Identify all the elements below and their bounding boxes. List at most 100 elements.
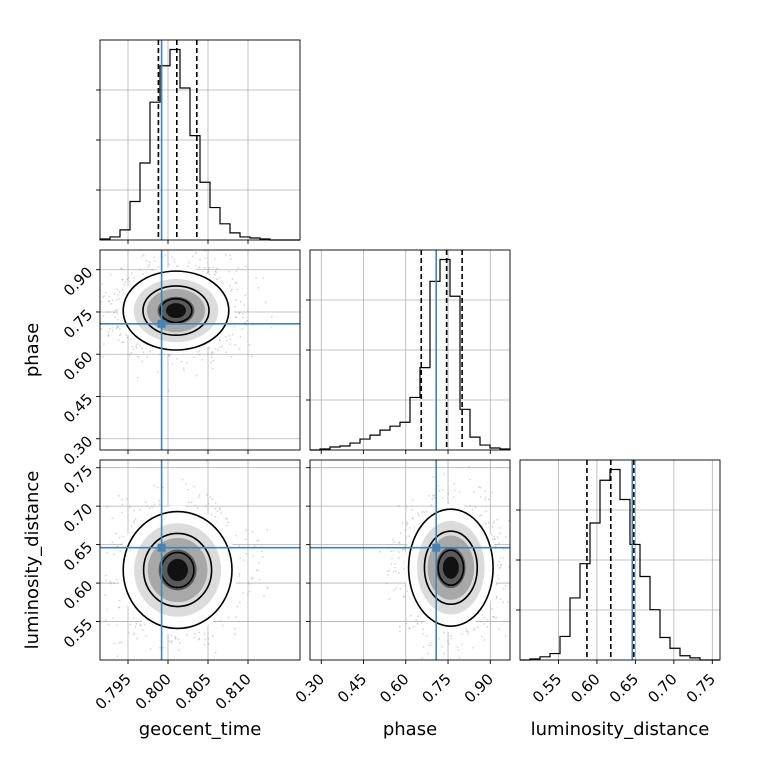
scatter-point (139, 344, 141, 347)
scatter-point (227, 616, 230, 619)
scatter-point (171, 256, 174, 258)
scatter-point (494, 544, 497, 547)
scatter-point (142, 273, 145, 275)
scatter-point (149, 350, 152, 353)
scatter-point (167, 389, 170, 392)
scatter-point (428, 494, 431, 497)
scatter-point (438, 637, 441, 640)
scatter-point (203, 632, 206, 635)
scatter-point (479, 515, 482, 517)
scatter-point (491, 491, 494, 494)
scatter-point (498, 560, 500, 563)
scatter-point (394, 566, 397, 569)
contour-line (122, 270, 230, 351)
scatter-point (177, 638, 180, 641)
scatter-point (262, 556, 264, 558)
scatter-point (201, 358, 204, 361)
scatter-point (248, 590, 251, 593)
scatter-point (502, 601, 505, 604)
scatter-point (114, 309, 117, 312)
scatter-point (196, 351, 199, 353)
scatter-point (121, 511, 123, 514)
scatter-point (117, 606, 120, 609)
scatter-point (243, 304, 246, 306)
scatter-point (214, 515, 217, 518)
scatter-point (146, 356, 148, 358)
scatter-point (198, 638, 200, 641)
scatter-point (173, 261, 176, 264)
scatter-point (235, 270, 238, 272)
scatter-point (102, 296, 104, 299)
scatter-point (386, 570, 389, 573)
scatter-point (244, 294, 247, 297)
y-tick-label: 0.75 (60, 306, 96, 342)
scatter-point (493, 535, 495, 538)
scatter-point (403, 595, 406, 598)
scatter-point (530, 565, 532, 567)
scatter-point (145, 635, 147, 638)
scatter-point (212, 359, 215, 362)
scatter-point (147, 266, 149, 268)
x-tick-label: 0.90 (461, 670, 497, 706)
truth-marker (157, 543, 166, 552)
scatter-point (102, 355, 105, 358)
x-tick-label: 0.30 (292, 670, 328, 706)
scatter-point (109, 582, 112, 585)
scatter-point (228, 335, 231, 337)
scatter-point (473, 627, 476, 630)
scatter-point (461, 633, 464, 635)
scatter-point (180, 360, 183, 363)
scatter-point (472, 646, 474, 649)
scatter-point (219, 512, 222, 514)
scatter-point (126, 336, 129, 339)
scatter-point (398, 551, 400, 553)
scatter-point (253, 545, 256, 547)
scatter-point (194, 264, 197, 267)
scatter-point (123, 283, 126, 286)
scatter-point (171, 640, 173, 643)
scatter-point (117, 293, 120, 296)
scatter-point (132, 522, 135, 524)
scatter-point (116, 624, 118, 627)
scatter-point (186, 634, 189, 636)
scatter-point (261, 550, 263, 553)
scatter-point (229, 338, 232, 340)
scatter-point (97, 323, 99, 325)
scatter-point (198, 631, 201, 634)
histogram-step (520, 468, 720, 661)
scatter-point (251, 576, 254, 579)
x-tick-label: 0.810 (212, 670, 255, 713)
scatter-point (473, 629, 475, 631)
contour-line (142, 532, 213, 608)
scatter-point (238, 601, 241, 604)
scatter-point (411, 509, 413, 511)
scatter-point (438, 489, 441, 492)
scatter-point (404, 584, 407, 587)
scatter-point (394, 570, 397, 572)
scatter-point (390, 562, 393, 565)
scatter-point (116, 655, 119, 658)
scatter-point (215, 271, 218, 274)
scatter-point (236, 605, 239, 608)
contour-line (423, 530, 479, 606)
y-tick-label: 0.70 (60, 500, 96, 536)
scatter-point (248, 582, 250, 585)
scatter-point (239, 557, 242, 560)
scatter-point (513, 563, 515, 565)
scatter-point (263, 595, 265, 598)
scatter-point (121, 268, 123, 270)
scatter-point (258, 578, 261, 581)
scatter-point (465, 630, 468, 633)
scatter-point (408, 627, 411, 630)
scatter-point (111, 327, 113, 329)
contour-line (142, 285, 210, 337)
scatter-point (480, 620, 483, 623)
scatter-point (237, 266, 240, 269)
histogram-phase (306, 249, 511, 451)
density-fill (165, 303, 187, 319)
scatter-point (214, 507, 217, 510)
scatter-point (270, 316, 273, 318)
scatter-point (210, 361, 213, 364)
scatter-point (149, 507, 151, 510)
scatter-point (130, 338, 132, 341)
